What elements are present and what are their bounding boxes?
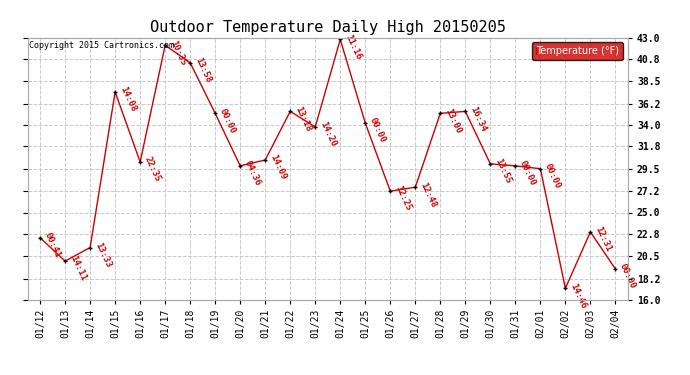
Text: 12:48: 12:48 (418, 181, 437, 209)
Text: 00:00: 00:00 (518, 159, 538, 188)
Text: 22:35: 22:35 (143, 155, 162, 183)
Text: 14:46: 14:46 (568, 282, 588, 310)
Text: 14:09: 14:09 (268, 153, 288, 182)
Text: 13:55: 13:55 (493, 157, 513, 186)
Text: 13:33: 13:33 (93, 241, 112, 269)
Text: 11:16: 11:16 (343, 33, 362, 61)
Text: 14:08: 14:08 (118, 86, 137, 114)
Text: 14:11: 14:11 (68, 255, 88, 283)
Text: 04:36: 04:36 (243, 159, 262, 188)
Text: 16:34: 16:34 (468, 105, 488, 133)
Text: 12:25: 12:25 (393, 184, 413, 213)
Legend: Temperature (°F): Temperature (°F) (532, 42, 623, 60)
Text: 12:31: 12:31 (593, 225, 613, 254)
Text: 13:18: 13:18 (293, 105, 313, 133)
Text: Copyright 2015 Cartronics.com: Copyright 2015 Cartronics.com (29, 42, 174, 51)
Text: 00:00: 00:00 (368, 117, 388, 145)
Text: 00:00: 00:00 (618, 262, 638, 291)
Text: 00:00: 00:00 (218, 107, 237, 135)
Text: 13:58: 13:58 (193, 56, 213, 84)
Text: 10:35: 10:35 (168, 39, 188, 67)
Text: 00:00: 00:00 (543, 162, 562, 190)
Text: 13:00: 13:00 (443, 107, 462, 135)
Text: 14:20: 14:20 (318, 120, 337, 148)
Title: Outdoor Temperature Daily High 20150205: Outdoor Temperature Daily High 20150205 (150, 20, 506, 35)
Text: 00:41: 00:41 (43, 231, 62, 260)
